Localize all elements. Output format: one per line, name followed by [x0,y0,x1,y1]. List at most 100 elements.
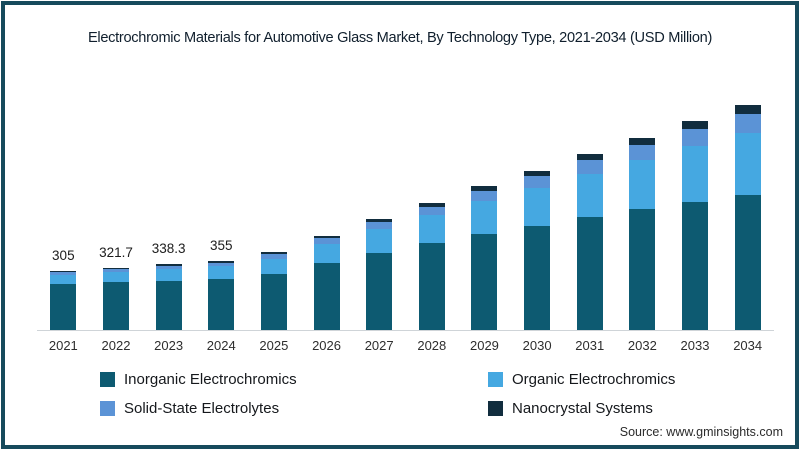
legend-label: Nanocrystal Systems [512,399,653,417]
legend-swatch-icon [488,400,503,416]
bar-segment-solid-state-electrolytes [155,265,182,270]
bar-segment-inorganic-electrochromics [260,273,287,330]
bar-segment-inorganic-electrochromics [734,194,761,330]
bar-segment-nanocrystal-systems [102,267,129,269]
bar-segment-organic-electrochromics [313,244,340,264]
bar-segment-organic-electrochromics [50,274,77,284]
stacked-bar-2026 [313,235,340,330]
bar-segment-organic-electrochromics [524,187,551,226]
bar-segment-organic-electrochromics [576,173,603,218]
x-tick-label-2022: 2022 [101,338,131,353]
bar-segment-nanocrystal-systems [313,235,340,239]
bar-segment-nanocrystal-systems [155,264,182,266]
bar-segment-nanocrystal-systems [629,137,656,145]
stacked-bar-2031 [576,154,603,330]
stacked-bar-2032 [629,137,656,330]
bar-segment-solid-state-electrolytes [524,176,551,188]
bar-segment-inorganic-electrochromics [208,279,235,330]
bar-value-label-2024: 355 [209,238,233,254]
legend-label: Inorganic Electrochromics [124,370,297,388]
bar-segment-solid-state-electrolytes [576,160,603,174]
bar-slot-2033 [669,95,722,330]
bar-segment-solid-state-electrolytes [102,268,129,272]
x-tick-label-2024: 2024 [206,338,236,353]
bar-segment-inorganic-electrochromics [418,243,445,330]
bar-segment-inorganic-electrochromics [155,280,182,330]
x-tick-label-2025: 2025 [259,338,289,353]
bar-segment-nanocrystal-systems [471,186,498,191]
bar-segment-solid-state-electrolytes [471,190,498,201]
bar-segment-organic-electrochromics [418,215,445,244]
bar-slot-2025 [248,95,301,330]
bar-segment-nanocrystal-systems [418,202,445,207]
bar-slot-2029 [458,95,511,330]
x-tick-label-2030: 2030 [522,338,552,353]
bar-segment-inorganic-electrochromics [102,282,129,330]
bar-slot-2031 [563,95,616,330]
legend-swatch-icon [488,371,503,387]
bar-slot-2030 [511,95,564,330]
bar-segment-organic-electrochromics [260,258,287,274]
stacked-bar-2030 [524,170,551,330]
stacked-bar-2034 [734,104,761,330]
bar-segment-organic-electrochromics [734,132,761,195]
x-tick-label-2029: 2029 [469,338,499,353]
bar-segment-inorganic-electrochromics [50,283,77,330]
bar-slot-2024: 355 [195,95,248,330]
bar-segment-nanocrystal-systems [524,170,551,177]
bar-segment-inorganic-electrochromics [313,263,340,330]
bar-segment-nanocrystal-systems [260,252,287,255]
bar-segment-nanocrystal-systems [208,261,235,263]
bar-segment-inorganic-electrochromics [524,225,551,330]
legend-swatch-icon [100,371,115,387]
stacked-bar-2023 [155,264,182,330]
bar-segment-organic-electrochromics [155,269,182,281]
plot-area: 305 321.7 338.3 355 [37,95,774,331]
legend-swatch-icon [100,400,115,416]
bar-value-label-2021: 305 [52,247,75,263]
legend-item-organic-electrochromics: Organic Electrochromics [488,368,740,390]
bar-segment-solid-state-electrolytes [313,238,340,245]
stacked-bar-2029 [471,186,498,330]
x-axis: 2021 2022 2023 2024 2025 2026 2027 2028 2029 2030… [37,338,774,353]
bar-segment-inorganic-electrochromics [366,252,393,330]
stacked-bar-2028 [418,202,445,330]
x-tick-label-2028: 2028 [417,338,447,353]
bar-segment-solid-state-electrolytes [418,206,445,216]
bar-slot-2034 [721,95,774,330]
legend-item-inorganic-electrochromics: Inorganic Electrochromics [100,368,488,390]
bar-slot-2032 [616,95,669,330]
stacked-bar-2021 [50,270,77,330]
bar-slot-2023: 338.3 [142,95,195,330]
bar-segment-solid-state-electrolytes [682,129,708,147]
bar-value-label-2023: 338.3 [151,241,186,257]
bar-segment-nanocrystal-systems [682,121,708,130]
x-tick-label-2021: 2021 [48,338,78,353]
x-tick-label-2026: 2026 [312,338,341,353]
bar-segment-organic-electrochromics [629,160,656,210]
stacked-bar-2022 [102,267,129,330]
x-tick-label-2034: 2034 [733,338,763,353]
bar-value-label-2022: 321.7 [99,244,133,260]
bar-slot-2027 [353,95,406,330]
x-tick-label-2033: 2033 [680,338,710,353]
bar-segment-inorganic-electrochromics [471,233,498,330]
bar-segment-nanocrystal-systems [366,218,393,223]
bar-slot-2022: 321.7 [90,95,143,330]
stacked-bar-2024 [208,261,235,330]
legend-item-solid-state-electrolytes: Solid-State Electrolytes [100,397,488,419]
bar-segment-organic-electrochromics [471,200,498,234]
x-tick-label-2032: 2032 [627,338,657,353]
stacked-bar-2027 [366,218,393,330]
bar-segment-inorganic-electrochromics [682,201,708,330]
source-attribution: Source: www.gminsights.com [619,425,783,439]
bar-segment-nanocrystal-systems [576,154,603,161]
legend-item-nanocrystal-systems: Nanocrystal Systems [488,397,740,419]
bar-slot-2028 [405,95,458,330]
bar-segment-solid-state-electrolytes [366,222,393,230]
x-tick-label-2031: 2031 [575,338,605,353]
stacked-bar-2033 [682,121,708,330]
bar-segment-nanocrystal-systems [50,270,77,272]
bar-segment-organic-electrochromics [208,266,235,280]
x-tick-label-2027: 2027 [364,338,394,353]
